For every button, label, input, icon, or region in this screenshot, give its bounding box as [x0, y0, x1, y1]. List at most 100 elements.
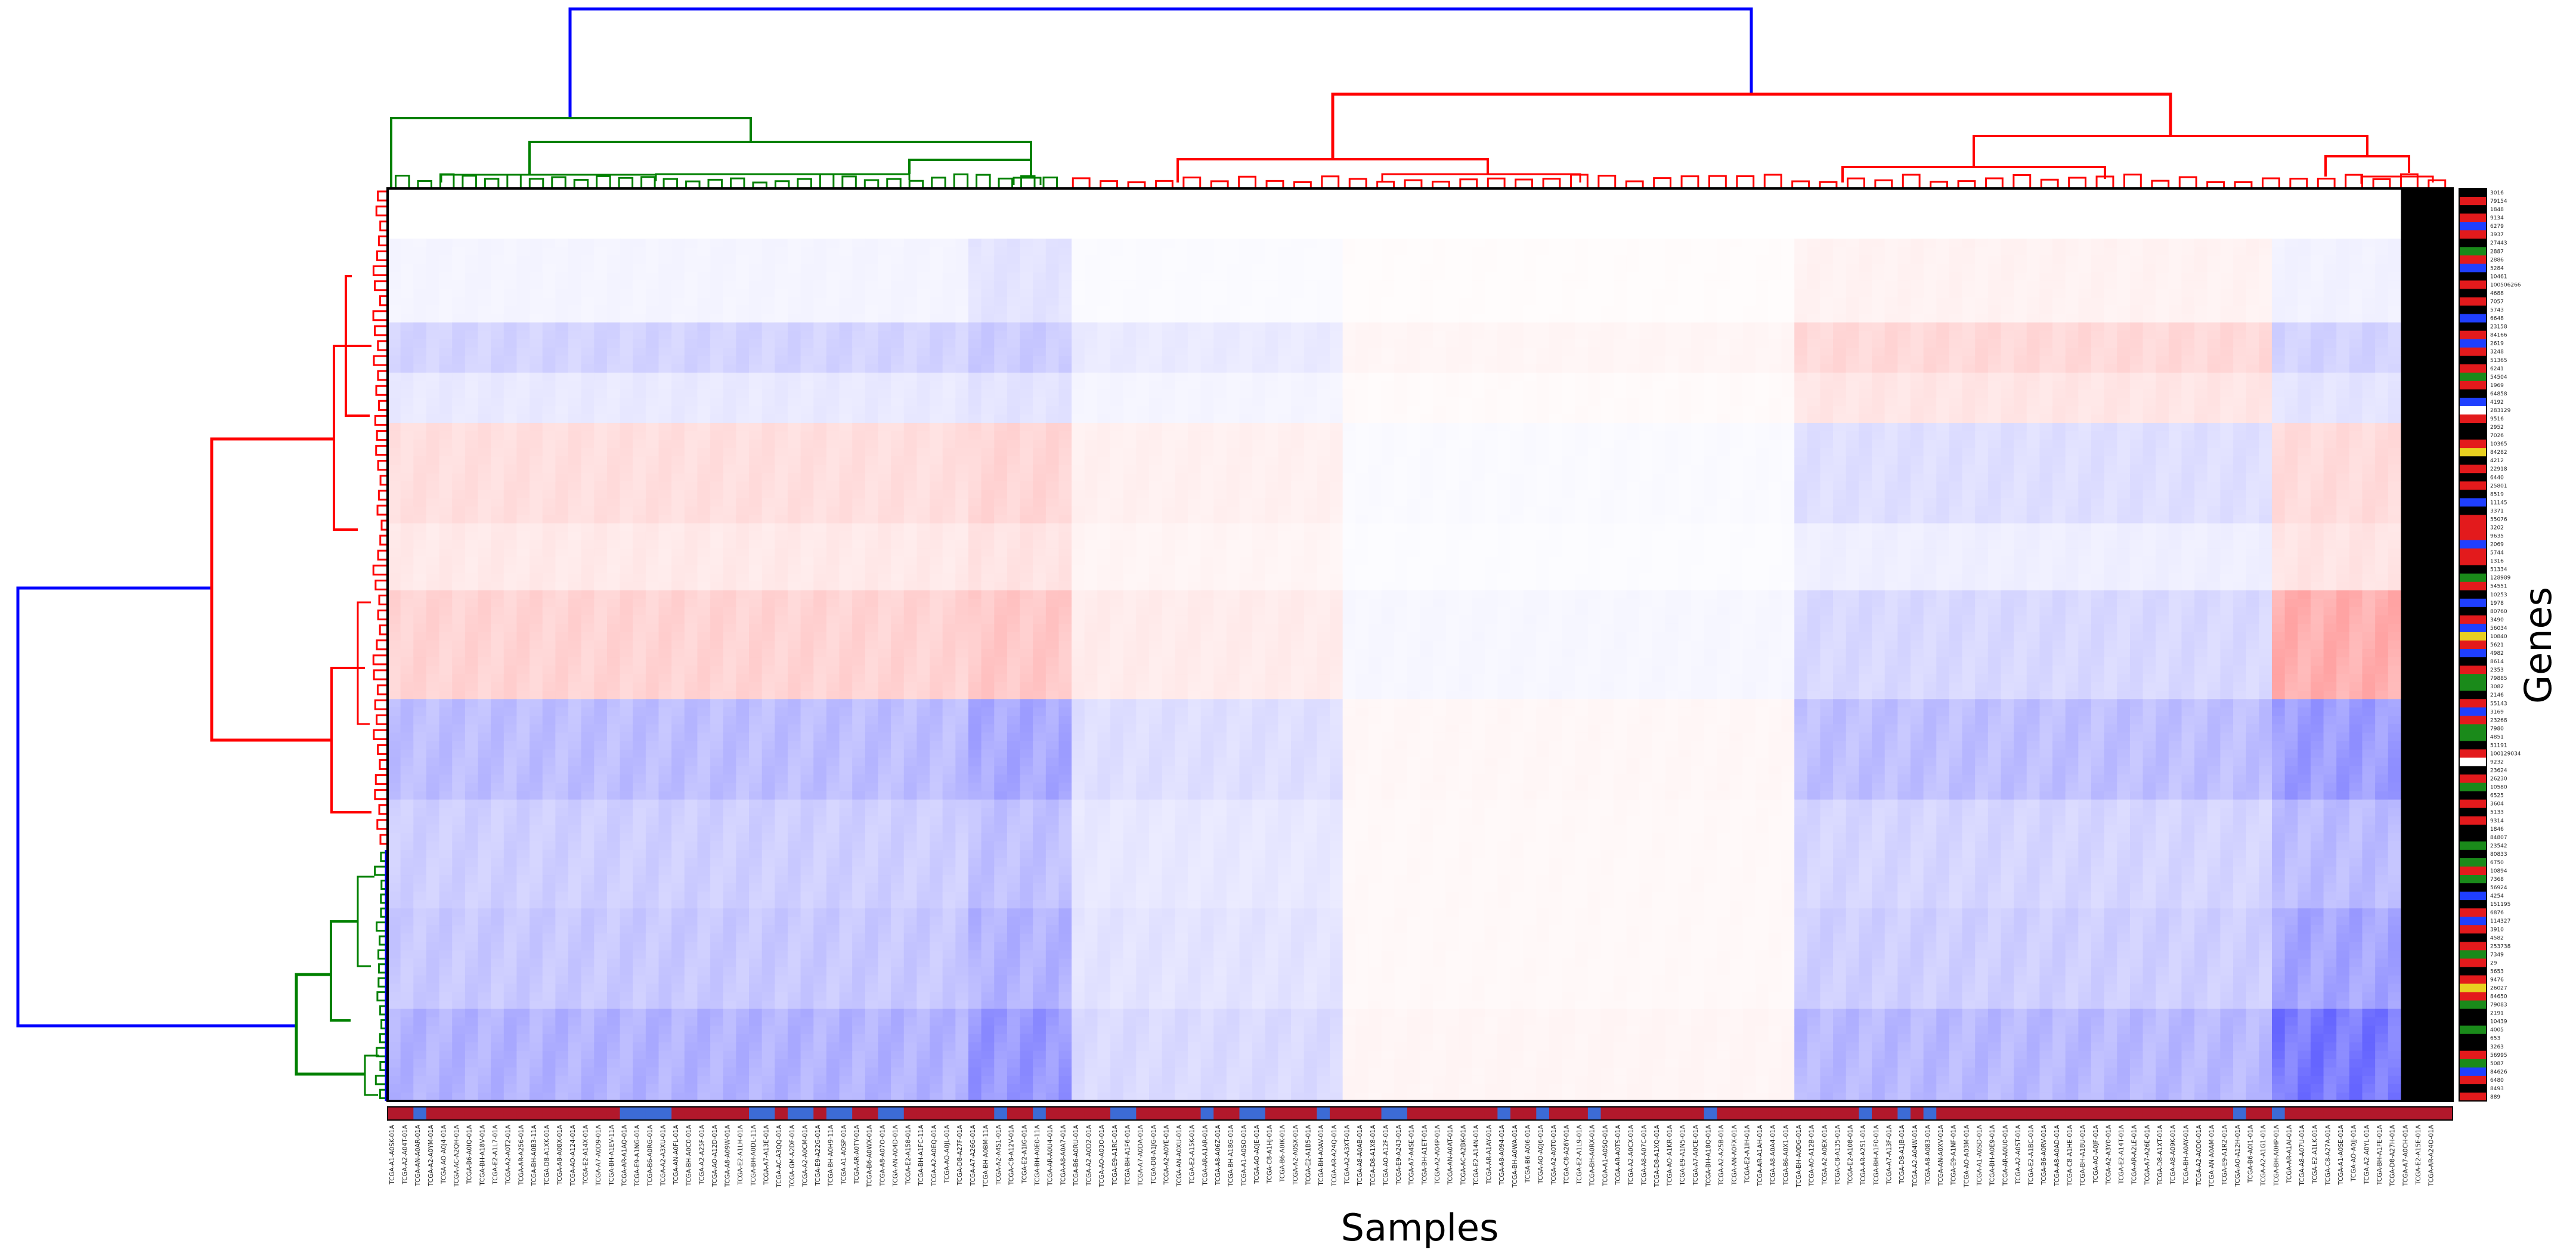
- heatmap-cell: [1278, 431, 1292, 440]
- heatmap-cell: [1807, 406, 1821, 415]
- heatmap-cell: [1304, 222, 1317, 231]
- heatmap-cell: [2014, 431, 2027, 440]
- heatmap-cell: [1239, 239, 1253, 248]
- heatmap-cell: [1278, 280, 1292, 290]
- heatmap-cell: [2246, 322, 2259, 332]
- heatmap-cell: [1317, 414, 1330, 423]
- heatmap-cell: [1962, 222, 1976, 231]
- heatmap-cell: [1820, 380, 1834, 390]
- heatmap-cell: [2129, 205, 2144, 214]
- heatmap-cell: [1433, 364, 1447, 373]
- heatmap-cell: [1497, 372, 1511, 382]
- heatmap-cell: [1420, 205, 1433, 214]
- heatmap-cell: [775, 272, 788, 281]
- dendrogram-link: [1404, 179, 1423, 188]
- heatmap-cell: [503, 230, 518, 239]
- heatmap-cell: [1239, 214, 1253, 222]
- heatmap-cell: [1600, 397, 1614, 407]
- heatmap-cell: [865, 322, 879, 332]
- heatmap-cell: [1614, 305, 1627, 315]
- heatmap-cell: [568, 247, 582, 256]
- heatmap-cell: [903, 214, 917, 222]
- heatmap-cell: [400, 197, 414, 206]
- heatmap-cell: [1472, 239, 1485, 248]
- heatmap-cell: [1394, 197, 1408, 206]
- heatmap-cell: [2439, 364, 2453, 373]
- heatmap-cell: [1742, 239, 1756, 248]
- heatmap-cell: [2439, 423, 2453, 432]
- heatmap-cell: [491, 414, 504, 423]
- heatmap-cell: [1148, 205, 1163, 214]
- heatmap-cell: [1007, 423, 1021, 432]
- heatmap-cell: [930, 380, 943, 390]
- heatmap-cell: [852, 305, 866, 315]
- heatmap-cell: [1897, 322, 1911, 332]
- heatmap-cell: [2039, 297, 2053, 307]
- heatmap-cell: [620, 197, 633, 206]
- heatmap-cell: [2014, 297, 2027, 307]
- dendrogram-link: [374, 414, 388, 426]
- heatmap-cell: [633, 264, 646, 273]
- heatmap-cell: [2181, 347, 2195, 357]
- heatmap-cell: [1226, 372, 1240, 382]
- heatmap-cell: [761, 230, 775, 239]
- heatmap-cell: [903, 305, 917, 315]
- heatmap-cell: [775, 214, 788, 222]
- heatmap-cell: [1678, 264, 1692, 273]
- heatmap-cell: [503, 239, 518, 248]
- heatmap-cell: [1342, 330, 1356, 340]
- heatmap-cell: [1562, 255, 1575, 264]
- heatmap-cell: [2168, 214, 2182, 222]
- heatmap-cell: [2168, 314, 2182, 323]
- heatmap-cell: [1884, 389, 1898, 398]
- heatmap-cell: [1652, 423, 1666, 432]
- heatmap-cell: [787, 289, 801, 298]
- dendrogram-link: [886, 178, 902, 188]
- heatmap-cell: [891, 230, 905, 239]
- heatmap-cell: [955, 188, 969, 197]
- heatmap-cell: [478, 397, 491, 407]
- heatmap-cell: [1742, 247, 1756, 256]
- heatmap-cell: [1136, 389, 1150, 398]
- heatmap-cell: [723, 330, 736, 340]
- heatmap-cell: [1949, 280, 1963, 290]
- heatmap-cell: [1768, 214, 1782, 222]
- heatmap-cell: [1497, 389, 1511, 398]
- heatmap-cell: [1213, 230, 1227, 239]
- heatmap-cell: [620, 347, 633, 357]
- heatmap-cell: [865, 247, 879, 256]
- heatmap-cell: [1200, 305, 1214, 315]
- heatmap-cell: [1459, 255, 1472, 264]
- heatmap-cell: [2401, 322, 2414, 332]
- heatmap-cell: [1523, 247, 1537, 256]
- heatmap-cell: [1317, 297, 1330, 307]
- heatmap-cell: [388, 205, 401, 214]
- heatmap-cell: [568, 214, 582, 222]
- heatmap-cell: [1600, 414, 1614, 423]
- heatmap-cell: [2142, 414, 2156, 423]
- heatmap-cell: [2207, 297, 2221, 307]
- heatmap-cell: [503, 188, 518, 197]
- heatmap-cell: [1342, 431, 1356, 440]
- heatmap-cell: [2168, 239, 2182, 248]
- heatmap-cell: [426, 272, 440, 281]
- heatmap-cell: [671, 230, 685, 239]
- heatmap-cell: [981, 372, 995, 382]
- heatmap-cell: [2039, 372, 2053, 382]
- heatmap-cell: [1136, 305, 1150, 315]
- heatmap-cell: [2246, 347, 2259, 357]
- heatmap-cell: [2388, 239, 2402, 248]
- heatmap-cell: [1007, 406, 1021, 415]
- heatmap-cell: [2336, 264, 2350, 273]
- heatmap-cell: [1523, 222, 1537, 231]
- heatmap-cell: [2388, 355, 2402, 365]
- heatmap-cell: [2323, 214, 2337, 222]
- heatmap-cell: [2271, 188, 2286, 197]
- heatmap-cell: [594, 264, 608, 273]
- heatmap-cell: [2014, 372, 2027, 382]
- heatmap-cell: [2271, 414, 2286, 423]
- heatmap-cell: [736, 205, 750, 214]
- heatmap-cell: [1484, 230, 1498, 239]
- heatmap-cell: [2388, 214, 2402, 222]
- heatmap-cell: [426, 280, 440, 290]
